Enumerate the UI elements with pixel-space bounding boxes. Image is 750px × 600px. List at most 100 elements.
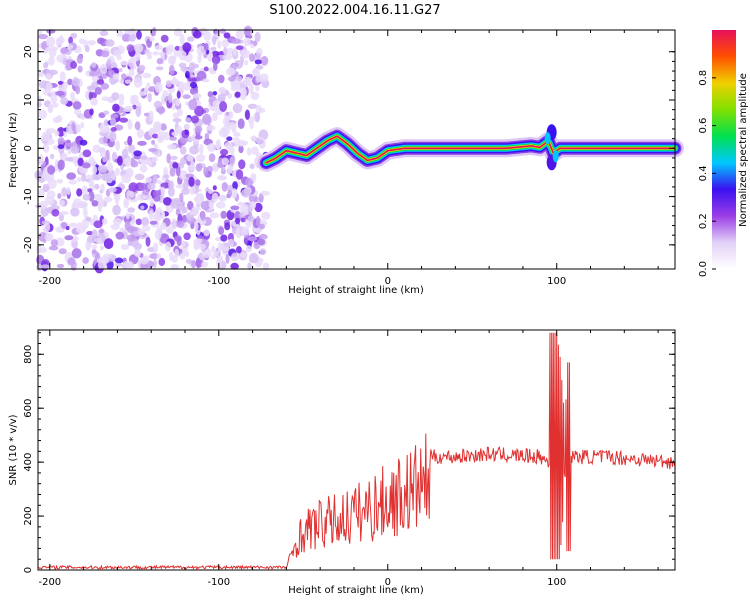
spectrogram-noise-blob (41, 131, 51, 142)
spectrogram-noise-blob (42, 183, 50, 193)
spectrogram-noise-blob (67, 257, 76, 266)
spectrogram-noise-blob (139, 164, 148, 173)
spectrogram-noise-blob (67, 78, 73, 86)
spectrogram-noise-blob (175, 208, 181, 216)
spectrogram-noise-blob (153, 100, 162, 109)
spectrogram-noise-blob (137, 140, 147, 146)
spectrogram-noise-blob (102, 137, 108, 144)
spectrogram-noise-blob (196, 70, 207, 81)
spectrogram-noise-blob (147, 87, 154, 92)
spectrogram-noise-blob (229, 156, 235, 167)
spectrogram-noise-blob (106, 162, 113, 172)
spectrogram-noise-blob (70, 91, 75, 100)
spectrogram-noise-blob (258, 223, 265, 230)
spectrogram-noise-blob (140, 155, 148, 160)
spectrogram-noise-blob (44, 195, 55, 206)
spectrogram-noise-blob (57, 193, 62, 199)
snr-frame (37, 329, 676, 571)
spectrogram-noise-blob (138, 64, 146, 71)
spectrogram-noise-blob (234, 91, 241, 98)
spectrogram-noise-blob (212, 112, 218, 122)
spectrogram-noise-blob (225, 117, 230, 127)
figure-title: S100.2022.004.16.11.G27 (269, 3, 440, 18)
spectrogram-noise-blob (61, 222, 67, 230)
spectrogram-noise-blob (154, 82, 163, 93)
spectrogram-noise-blob (57, 80, 64, 85)
spectrogram-noise-blob (183, 232, 191, 241)
spectrogram-noise-blob (160, 123, 167, 131)
spectrogram-noise-blob (160, 94, 166, 105)
spectrogram-y-tick-label-3: -10 (23, 188, 34, 204)
spectrogram-noise-blob (71, 77, 80, 87)
spectrogram-noise-blob (60, 55, 69, 65)
spectrogram-noise-blob (127, 207, 136, 213)
spectrogram-noise-blob (58, 213, 64, 222)
spectrogram-noise-blob (103, 110, 110, 115)
spectrogram-noise-blob (220, 234, 228, 242)
spectrogram-noise-blob (211, 245, 216, 253)
spectrogram-noise-blob (147, 182, 156, 191)
snr-y-tick-label-2: 400 (23, 453, 34, 472)
spectrogram-noise-blob (152, 26, 157, 37)
spectrogram-noise-blob (194, 125, 203, 133)
spectrogram-noise-blob (185, 123, 190, 130)
spectrogram-noise-blob (201, 261, 208, 268)
spectrogram-noise-blob (189, 61, 196, 73)
spectrogram-noise (34, 25, 271, 274)
spectrogram-noise-blob (182, 94, 191, 100)
spectrogram-noise-blob (117, 155, 123, 166)
spectrogram-noise-blob (194, 135, 203, 140)
spectrogram-noise-blob (123, 197, 129, 209)
spectrogram-noise-blob (210, 46, 217, 51)
spectrogram-y-label: Frequency (Hz) (8, 112, 19, 188)
spectrogram-noise-blob (168, 180, 174, 189)
spectrogram-noise-blob (114, 262, 123, 267)
spectrogram-noise-blob (120, 60, 129, 66)
spectrogram-noise-blob (141, 225, 151, 232)
spectrogram-noise-blob (248, 194, 258, 203)
spectrogram-y-tick-label-2: 0 (23, 145, 34, 151)
spectrogram-noise-blob (173, 235, 182, 242)
spectrogram-noise-blob (94, 237, 102, 244)
spectrogram-noise-blob (135, 218, 142, 226)
snr-x-tick-label-3: 100 (547, 577, 566, 588)
spectrogram-noise-blob (202, 113, 212, 125)
spectrogram-noise-blob (118, 67, 123, 73)
spectrogram-noise-blob (175, 184, 186, 189)
spectrogram-noise-blob (81, 185, 89, 197)
spectrogram-noise-blob (102, 156, 107, 163)
spectrogram-noise-blob (191, 115, 199, 124)
spectrogram-noise-blob (222, 246, 231, 256)
snr-x-tick-label-0: -200 (38, 577, 61, 588)
spectrogram-noise-blob (101, 96, 111, 102)
spectrogram-noise-blob (190, 81, 197, 89)
spectrogram-noise-blob (227, 189, 233, 198)
spectrogram-noise-blob (243, 25, 253, 37)
spectrogram-noise-blob (101, 218, 108, 225)
spectrogram-noise-blob (119, 117, 129, 123)
spectrogram-noise-blob (249, 83, 254, 95)
spectrogram-noise-blob (96, 79, 105, 85)
spectrogram-noise-blob (133, 150, 142, 157)
spectrogram-noise-blob (152, 190, 162, 197)
spectrogram-noise-blob (249, 252, 259, 264)
spectrogram-noise-blob (193, 238, 204, 245)
spectrogram-noise-blob (207, 143, 217, 152)
spectrogram-noise-blob (160, 34, 169, 43)
spectrogram-noise-blob (149, 220, 158, 225)
spectrogram-noise-blob (203, 43, 209, 52)
spectrogram-noise-blob (71, 235, 79, 242)
spectrogram-noise-blob (55, 115, 63, 123)
spectrogram-noise-blob (100, 183, 105, 192)
spectrogram-noise-blob (261, 211, 271, 220)
spectrogram-noise-blob (126, 44, 135, 52)
spectrogram-noise-blob (82, 149, 92, 158)
spectrogram-noise-blob (244, 109, 250, 120)
spectrogram-noise-blob (91, 229, 98, 239)
spectrogram-noise-blob (143, 86, 149, 95)
colorbar-tick-label-1: 0.2 (698, 213, 709, 229)
spectrogram-noise-blob (156, 179, 161, 184)
spectrogram-noise-blob (111, 174, 116, 180)
spectrogram-noise-blob (254, 112, 260, 123)
spectrogram-noise-blob (128, 226, 138, 232)
